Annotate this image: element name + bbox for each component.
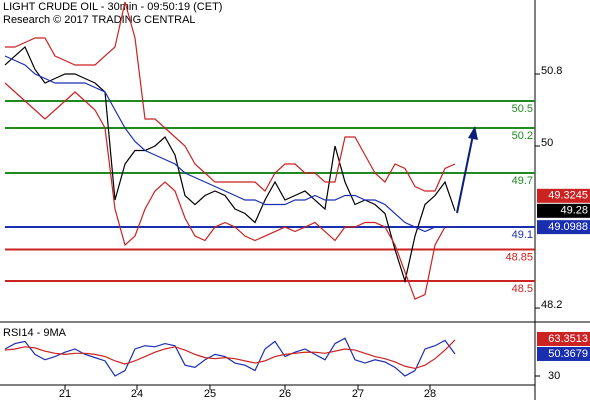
- value-box-label: 50.3679: [548, 348, 588, 360]
- level-label: 48.85: [505, 251, 533, 263]
- x-tick-label: 21: [59, 388, 71, 400]
- x-tick-label: 24: [131, 388, 143, 400]
- price-line: [4, 337, 456, 377]
- chart-subtitle: Research © 2017 TRADING CENTRAL: [3, 14, 196, 26]
- price-line: [4, 55, 455, 233]
- value-box-label: 49.28: [560, 205, 588, 217]
- value-box: [537, 203, 590, 218]
- y-tick-label: 30: [548, 370, 560, 382]
- value-box: [537, 346, 590, 361]
- y-tick-label: 48.2: [541, 299, 562, 311]
- price-line: [4, 45, 456, 284]
- value-box: [537, 331, 590, 346]
- value-box-label: 49.0988: [548, 221, 588, 233]
- x-tick-label: 25: [204, 388, 216, 400]
- value-box: [537, 220, 590, 235]
- x-tick-label: 27: [352, 388, 364, 400]
- level-label: 49.7: [512, 175, 533, 187]
- level-label: 48.5: [512, 283, 533, 295]
- y-tick-label: 50.8: [541, 65, 562, 77]
- chart-title: LIGHT CRUDE OIL - 30min - 09:50:19 (CET): [3, 1, 222, 13]
- rsi-title: RSI14 - 9MA: [3, 327, 67, 339]
- value-box: [537, 188, 590, 203]
- level-label: 50.5: [512, 103, 533, 115]
- arrow-head: [468, 126, 478, 140]
- x-tick-label: 28: [424, 388, 436, 400]
- level-label: 49.1: [512, 229, 533, 241]
- level-label: 50.2: [512, 130, 533, 142]
- forecast-arrow: [456, 134, 474, 214]
- value-box-label: 63.3513: [548, 333, 588, 345]
- price-line: [4, 339, 456, 370]
- value-box-label: 49.3245: [548, 190, 588, 202]
- y-tick-label: 50: [541, 137, 553, 149]
- x-tick-label: 26: [279, 388, 291, 400]
- price-line: [4, 82, 455, 300]
- price-line: [5, 1, 456, 192]
